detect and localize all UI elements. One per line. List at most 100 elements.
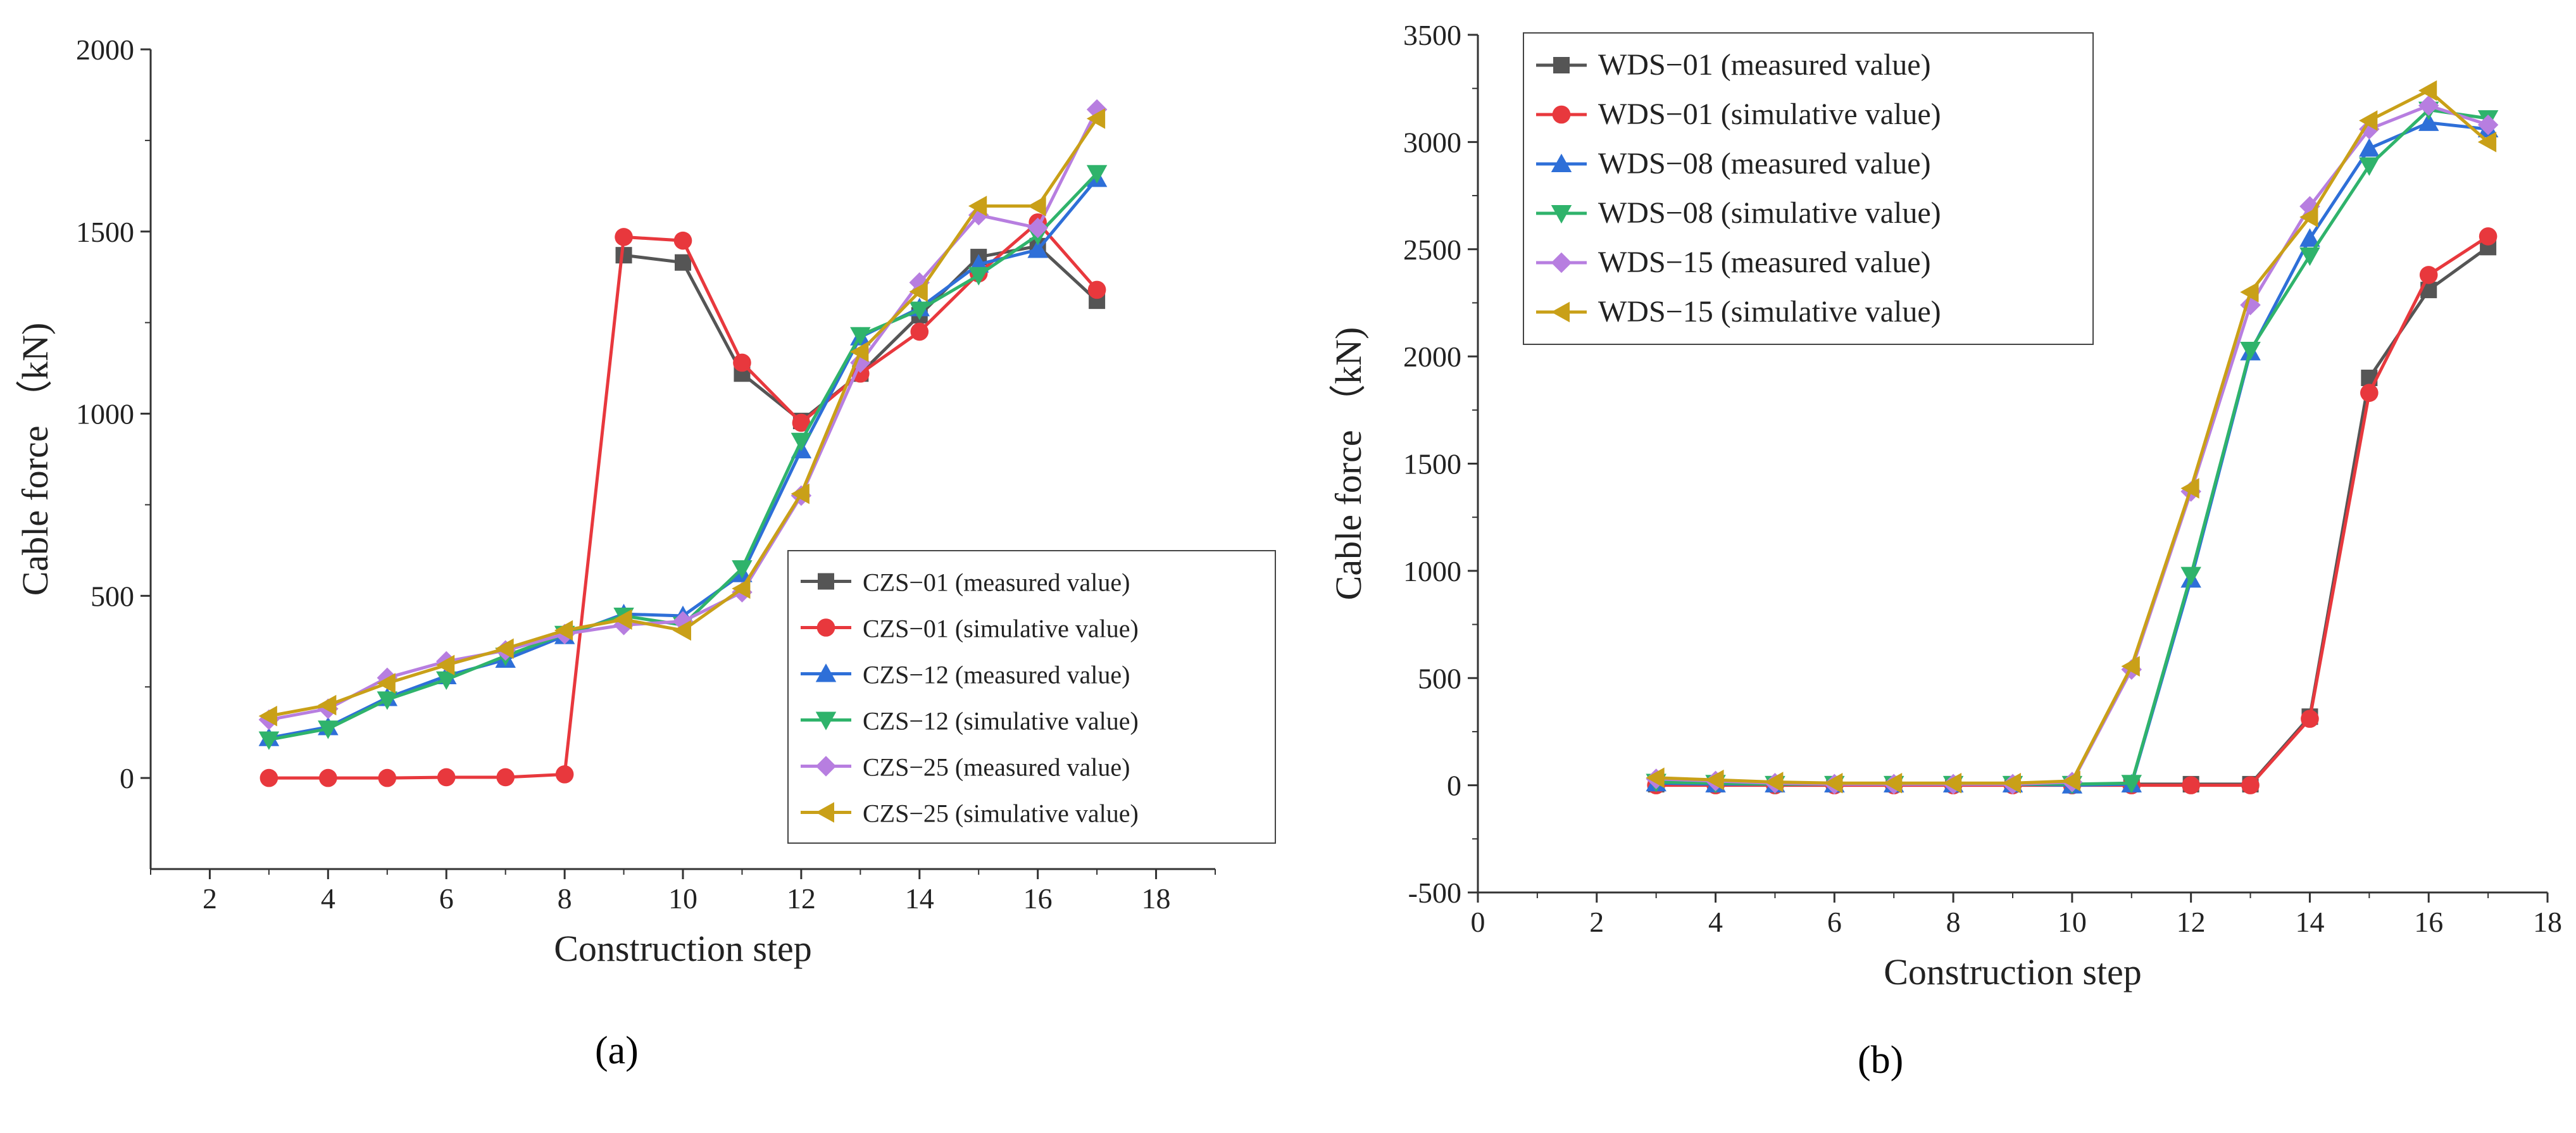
x-tick-label: 14	[2295, 906, 2324, 938]
legend-marker	[1551, 153, 1572, 172]
data-point	[613, 609, 632, 630]
data-point	[1765, 772, 1784, 792]
y-tick-label: 500	[91, 580, 134, 612]
x-tick-label: 6	[439, 882, 454, 915]
data-point	[2180, 478, 2199, 499]
x-tick-label: 10	[668, 882, 697, 915]
data-point	[1027, 196, 1046, 216]
y-tick-label: 0	[120, 762, 134, 794]
data-point	[2061, 770, 2080, 792]
legend-label: WDS−01 (measured value)	[1598, 48, 1931, 82]
data-point	[850, 341, 869, 362]
y-tick-label: 2000	[1403, 341, 1461, 373]
y-tick-label: 1500	[76, 216, 134, 248]
data-point	[435, 671, 457, 690]
data-point	[2121, 775, 2142, 794]
x-tick-label: 14	[905, 882, 934, 915]
data-point	[850, 327, 871, 346]
data-point	[791, 483, 810, 504]
panel-b-label: (b)	[1858, 1039, 1904, 1082]
data-point	[791, 432, 812, 451]
x-tick-label: 8	[558, 882, 572, 915]
legend-marker	[1551, 205, 1572, 224]
data-point	[2360, 384, 2379, 403]
legend-label: WDS−01 (simulative value)	[1598, 97, 1941, 131]
x-tick-label: 16	[1023, 882, 1053, 915]
x-axis-label: Construction step	[1884, 951, 2142, 992]
data-point	[2477, 132, 2497, 153]
data-point	[318, 694, 337, 716]
legend-marker	[816, 618, 835, 637]
data-point	[435, 654, 455, 675]
legend-label: WDS−15 (simulative value)	[1598, 295, 1941, 329]
x-tick-label: 18	[1142, 882, 1171, 915]
y-tick-label: 2000	[76, 34, 134, 66]
data-point	[2240, 282, 2259, 303]
legend-label: CZS−01 (measured value)	[863, 568, 1130, 597]
x-tick-label: 2	[1589, 906, 1604, 938]
legend-marker	[818, 573, 834, 590]
legend-box	[787, 550, 1276, 844]
data-point	[2479, 227, 2498, 246]
y-tick-label: 1000	[1403, 555, 1461, 587]
data-point	[1705, 769, 1724, 791]
data-point	[2359, 138, 2380, 157]
data-point	[555, 765, 574, 784]
data-point	[675, 254, 691, 271]
legend-label: CZS−12 (simulative value)	[863, 707, 1139, 736]
data-point	[2359, 110, 2378, 131]
data-point	[1646, 767, 1665, 789]
data-point	[377, 673, 396, 694]
data-point	[2359, 157, 2380, 176]
data-point	[319, 768, 337, 787]
x-tick-label: 4	[1708, 906, 1723, 938]
legend-label: CZS−25 (measured value)	[863, 753, 1130, 782]
data-point	[2418, 112, 2439, 131]
legend-label: CZS−01 (simulative value)	[863, 615, 1139, 643]
data-point	[258, 731, 280, 750]
data-point	[672, 620, 691, 641]
data-point	[732, 560, 753, 579]
data-point	[1087, 280, 1106, 299]
data-point	[2002, 772, 2021, 794]
y-tick-label: 3500	[1403, 19, 1461, 51]
x-axis-label: Construction step	[554, 928, 812, 969]
data-point	[968, 266, 989, 286]
data-point	[495, 638, 514, 660]
chart-a: 2 4 6 8 10 12 14 16 18 0 500 1000 1500 2000 Constructi…	[15, 34, 1276, 969]
y-tick-label: 3000	[1403, 126, 1461, 158]
x-tick-label: 12	[2177, 906, 2206, 938]
data-point	[1086, 108, 1106, 129]
data-point	[2121, 656, 2140, 677]
data-point	[437, 768, 456, 787]
data-point	[2418, 95, 2439, 116]
legend-marker	[815, 756, 837, 777]
data-point	[1027, 239, 1048, 258]
x-tick-label: 2	[203, 882, 217, 915]
y-tick-label: -500	[1408, 877, 1461, 909]
data-point	[1824, 772, 1843, 794]
data-point	[378, 768, 397, 787]
data-point	[2241, 776, 2260, 794]
data-point	[968, 196, 987, 216]
legend-label: CZS−25 (simulative value)	[863, 799, 1139, 828]
data-point	[2419, 266, 2438, 284]
data-point	[554, 620, 573, 641]
x-tick-label: 12	[787, 882, 816, 915]
data-point	[732, 578, 751, 599]
y-tick-label: 1000	[76, 398, 134, 430]
chart-b: 0 2 4 6 8 10 12 14 16 18 -500 0 500 1000 1500 2000 2500 3…	[1328, 19, 2562, 992]
data-point	[1942, 772, 1962, 794]
legend-marker	[815, 663, 837, 682]
data-point	[2182, 776, 2200, 794]
y-tick-label: 1500	[1403, 448, 1461, 480]
x-tick-label: 4	[321, 882, 335, 915]
data-point	[258, 706, 277, 727]
x-tick-label: 18	[2533, 906, 2562, 938]
y-tick-label: 0	[1447, 770, 1461, 802]
data-point	[1086, 165, 1108, 184]
data-point	[909, 281, 928, 302]
data-point	[615, 228, 633, 246]
data-point	[1027, 217, 1048, 239]
data-point	[377, 691, 398, 710]
